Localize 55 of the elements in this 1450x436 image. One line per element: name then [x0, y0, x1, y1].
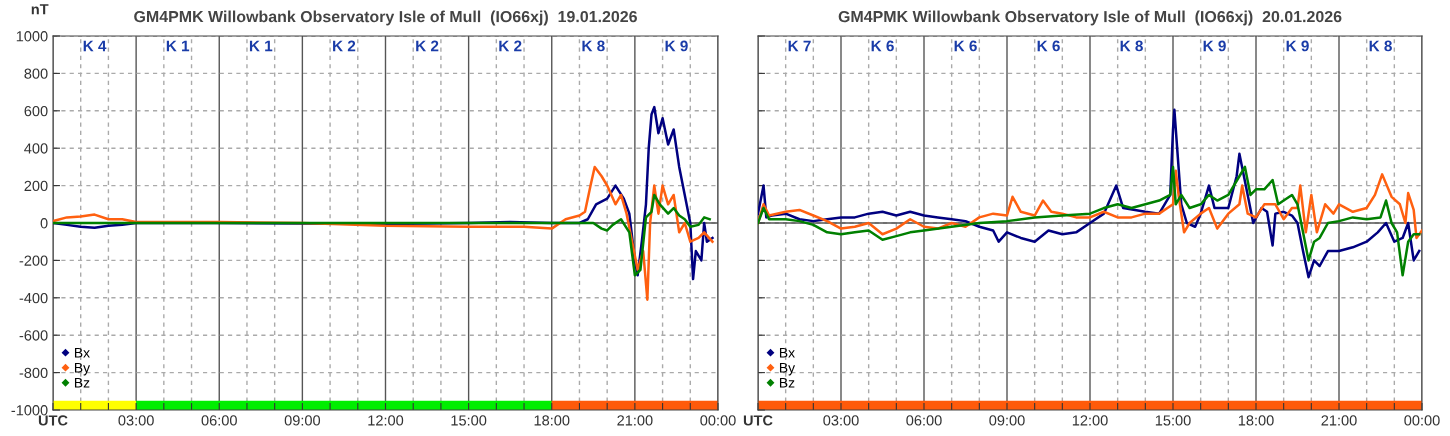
y-tick-label: -800: [19, 367, 48, 379]
x-tick-label: 00:00: [700, 415, 736, 426]
x-tick-label: 21:00: [1321, 415, 1357, 426]
annotation: K 6: [954, 40, 977, 52]
y-tick-label: -600: [19, 330, 48, 341]
x-tick-label: 18:00: [534, 415, 570, 426]
legend-label: Bx: [74, 347, 90, 358]
annotation: K 8: [1120, 40, 1143, 52]
y-tick-label: 200: [24, 180, 48, 192]
x-tick-label: 12:00: [1072, 415, 1108, 426]
annotation: K 8: [582, 40, 605, 52]
x-tick-label: 15:00: [1155, 415, 1191, 426]
x-tick-label: UTC: [38, 415, 68, 426]
y-tick-label: -1000: [11, 405, 48, 416]
chart-title: GM4PMK Willowbank Observatory Isle of Mull (IO66xj) 19.01.2026: [134, 10, 637, 26]
annotation: K 4: [83, 40, 107, 52]
legend-label: Bz: [74, 378, 90, 388]
x-tick-label: 06:00: [201, 415, 237, 426]
annotation: K 8: [1369, 40, 1392, 52]
y-axis-title: nT: [31, 4, 49, 15]
x-tick-label: 03:00: [823, 415, 859, 426]
annotation: K 1: [249, 40, 273, 52]
annotation: K 1: [166, 40, 190, 52]
x-tick-label: 00:00: [1404, 415, 1440, 426]
legend-label: Bx: [779, 347, 795, 358]
legend-label: By: [74, 362, 91, 376]
annotation: K 6: [1037, 40, 1060, 52]
x-tick-label: 06:00: [906, 415, 942, 426]
y-tick-label: -400: [19, 292, 48, 304]
x-tick-label: 12:00: [368, 415, 404, 426]
annotation: K 9: [1286, 40, 1309, 52]
annotation: K 2: [499, 40, 522, 52]
x-tick-label: 18:00: [1238, 415, 1274, 426]
y-tick-label: 600: [24, 105, 48, 117]
chart-title: GM4PMK Willowbank Observatory Isle of Mull (IO66xj) 20.01.2026: [838, 10, 1342, 26]
annotation: K 9: [1203, 40, 1226, 52]
annotation: K 7: [788, 40, 811, 52]
annotation: K 9: [665, 40, 688, 52]
y-tick-label: 400: [24, 143, 48, 154]
legend-label: Bz: [779, 378, 795, 388]
legend-label: By: [779, 362, 796, 376]
y-tick-label: 0: [40, 218, 48, 229]
y-tick-label: -200: [19, 255, 48, 266]
annotation: K 2: [333, 40, 356, 52]
x-tick-label: 15:00: [451, 415, 487, 426]
annotation: K 2: [416, 40, 439, 52]
annotation: K 6: [871, 40, 894, 52]
x-tick-label: 03:00: [118, 415, 154, 426]
line-series: [53, 193, 711, 277]
x-tick-label: 21:00: [617, 415, 653, 426]
x-tick-label: UTC: [743, 415, 773, 426]
x-tick-label: 09:00: [284, 415, 321, 426]
y-tick-label: 800: [24, 68, 48, 79]
y-tick-label: 1000: [16, 31, 48, 42]
x-tick-label: 09:00: [989, 415, 1025, 426]
